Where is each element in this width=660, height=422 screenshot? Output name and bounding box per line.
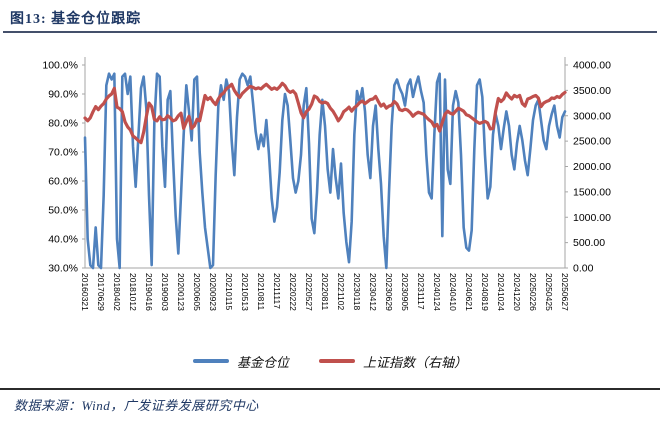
footer-divider <box>0 388 660 390</box>
right-axis-tick-label: 2500.00 <box>573 136 611 148</box>
left-axis-tick-label: 60.0% <box>48 176 78 188</box>
left-axis-tick-label: 40.0% <box>48 234 78 246</box>
left-axis-tick-labels: 100.0% 90.0% 80.0% 70.0% 60.0% 50.0% 40.0% 30.0… <box>42 60 85 275</box>
right-axis-tick-label: 3000.00 <box>573 110 611 122</box>
x-axis-tick-label: 20210811 <box>256 273 266 310</box>
chart-area: 100.0% 90.0% 80.0% 70.0% 60.0% 50.0% 40.0% 30.0… <box>0 50 660 340</box>
x-axis-tick-label: 20250226 <box>528 273 538 311</box>
x-axis-tick-label: 20241220 <box>512 273 522 311</box>
left-axis-tick-label: 90.0% <box>48 89 78 101</box>
x-axis-tick-labels: 20160321 20170629 20180402 20181012 20190416… <box>80 273 570 311</box>
figure-title: 图13: 基金仓位跟踪 <box>10 12 142 27</box>
x-axis-tick-label: 20170629 <box>96 273 106 311</box>
x-axis-tick-label: 20200123 <box>176 273 186 311</box>
x-axis-tick-label: 20190416 <box>144 273 154 311</box>
x-axis-tick-label: 20230412 <box>368 273 378 311</box>
shanghai-index-line-swatch <box>319 359 355 363</box>
right-axis-tick-label: 0.00 <box>573 263 594 275</box>
x-axis-tick-label: 20210115 <box>224 273 234 310</box>
x-axis-tick-label: 20240410 <box>448 273 458 311</box>
right-axis-tick-label: 500.00 <box>573 237 605 249</box>
chart-canvas: 100.0% 90.0% 80.0% 70.0% 60.0% 50.0% 40.0% 30.0… <box>42 57 611 311</box>
right-axis-tick-label: 1000.00 <box>573 212 611 224</box>
right-axis-tick-label: 3500.00 <box>573 85 611 97</box>
x-axis-tick-label: 20231117 <box>416 273 426 310</box>
left-axis-tick-label: 70.0% <box>48 147 78 159</box>
fund-position-line <box>83 72 567 270</box>
legend-label-shanghai-index: 上证指数（右轴） <box>363 354 468 370</box>
x-axis-tick-label: 20250627 <box>560 273 570 311</box>
legend-label-fund-position: 基金仓位 <box>236 354 289 370</box>
x-axis-tick-label: 20180402 <box>112 273 122 311</box>
left-axis-tick-label: 30.0% <box>48 263 78 275</box>
x-axis-tick-label: 20250425 <box>544 273 554 311</box>
x-axis-tick-label: 20160321 <box>80 273 90 311</box>
left-axis-tick-label: 80.0% <box>48 118 78 130</box>
x-axis-tick-label: 20190903 <box>160 273 170 311</box>
x-axis-tick-label: 20220811 <box>320 273 330 310</box>
x-axis-tick-label: 20230629 <box>384 273 394 311</box>
x-axis-tick-label: 20200605 <box>192 273 202 311</box>
x-axis-tick-label: 20181012 <box>128 273 138 311</box>
legend-item-shanghai-index: 上证指数（右轴） <box>319 352 467 371</box>
x-axis-tick-label: 20240124 <box>432 273 442 311</box>
x-axis-tick-label: 20211117 <box>272 273 282 309</box>
right-axis-tick-label: 4000.00 <box>573 60 611 72</box>
x-axis-tick-label: 20241024 <box>496 273 506 311</box>
source-note: 数据来源：Wind，广发证券发展研究中心 <box>14 398 259 413</box>
x-axis-tick-label: 20220527 <box>304 273 314 311</box>
x-axis-tick-label: 20221102 <box>336 273 346 310</box>
chart-legend: 基金仓位 上证指数（右轴） <box>0 351 660 371</box>
legend-item-fund-position: 基金仓位 <box>192 352 289 371</box>
fund-position-line-swatch <box>192 359 229 363</box>
x-axis-tick-label: 20200923 <box>208 273 218 311</box>
x-axis-tick-label: 20210513 <box>240 273 250 311</box>
right-axis-tick-label: 1500.00 <box>573 186 611 198</box>
right-axis-tick-label: 2000.00 <box>573 161 611 173</box>
x-axis-tick-label: 20240819 <box>480 273 490 311</box>
x-axis-tick-label: 20230905 <box>400 273 410 311</box>
right-axis-tick-labels: 4000.00 3500.00 3000.00 2500.00 2000.00 1500.… <box>565 60 611 275</box>
left-axis-tick-label: 100.0% <box>42 60 78 72</box>
left-axis-tick-label: 50.0% <box>48 205 78 217</box>
x-axis-tick-label: 20240621 <box>464 273 474 311</box>
shanghai-index-line <box>83 81 567 145</box>
x-axis-tick-label: 20230118 <box>352 273 362 310</box>
title-divider <box>3 31 657 33</box>
x-axis-tick-label: 20220222 <box>288 273 298 311</box>
